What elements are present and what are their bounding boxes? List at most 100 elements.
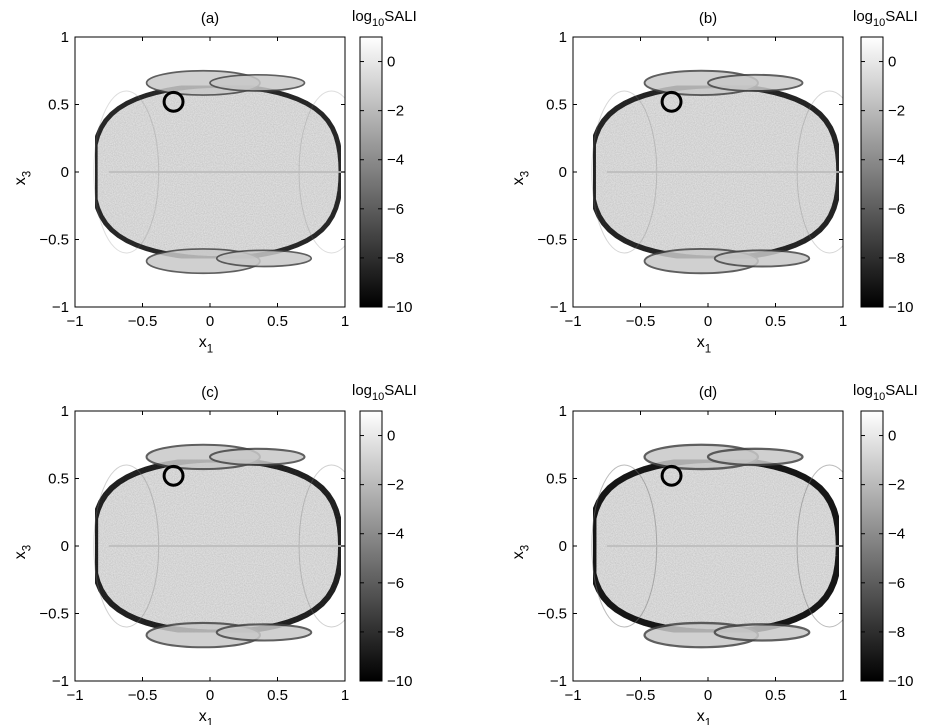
y-axis-label: x3 (510, 171, 532, 185)
x-tick-label: −1 (564, 687, 581, 704)
colorbar-tick-label: −6 (888, 575, 905, 592)
x-tick-label: 0.5 (267, 313, 288, 330)
y-tick-label: −0.5 (39, 232, 69, 249)
island-1 (707, 73, 804, 92)
y-tick-label: 0.5 (546, 471, 567, 488)
x-tick-label: −0.5 (128, 313, 158, 330)
colorbar-tick-label: 0 (387, 428, 395, 445)
y-axis-label: x3 (12, 171, 34, 185)
plot-area (590, 443, 843, 649)
x-tick-label: −1 (66, 313, 83, 330)
panel-title: (a) (201, 10, 219, 27)
island-1 (706, 447, 804, 467)
y-tick-label: −0.5 (537, 232, 567, 249)
y-axis-label: x3 (12, 545, 34, 559)
colorbar-tick-label: −4 (387, 152, 404, 169)
colorbar-tick-label: 0 (888, 54, 896, 71)
x-tick-label: −0.5 (626, 313, 656, 330)
panel-title: (c) (201, 384, 219, 401)
y-tick-label: −1 (52, 299, 69, 316)
x-tick-label: 0 (704, 687, 712, 704)
x-axis-label: x1 (199, 334, 213, 356)
colorbar-label: log10SALI (853, 382, 918, 403)
highlight-circle (660, 464, 683, 487)
panel-c: −1 −0.5 0 0.5 1 −1 −0.5 0 0.5 1 (c) x1 x3 0 −2 −4 −6 −8 −1… (12, 382, 417, 725)
colorbar-tick-label: −2 (387, 477, 404, 494)
colorbar-tick-label: −2 (387, 103, 404, 120)
x-tick-label: −0.5 (128, 687, 158, 704)
y-tick-label: 1 (61, 29, 69, 46)
x-tick-label: 0.5 (267, 687, 288, 704)
colorbar-tick-label: −10 (387, 299, 412, 316)
colorbar-label: log10SALI (352, 8, 417, 29)
x-tick-label: 1 (839, 313, 847, 330)
y-tick-label: 1 (559, 403, 567, 420)
x-tick-label: −1 (564, 313, 581, 330)
y-tick-label: −1 (550, 299, 567, 316)
colorbar-tick-label: −6 (387, 575, 404, 592)
x-axis-label: x1 (199, 708, 213, 725)
x-tick-label: 0 (206, 313, 214, 330)
colorbar (860, 36, 884, 308)
colorbar-tick-label: −2 (888, 477, 905, 494)
island-1 (208, 447, 306, 467)
x-tick-label: −0.5 (626, 687, 656, 704)
x-tick-label: 0.5 (765, 687, 786, 704)
colorbar-tick-label: −8 (888, 624, 905, 641)
island-3 (215, 623, 313, 642)
y-tick-label: 0.5 (48, 97, 69, 114)
colorbar-tick-label: 0 (888, 428, 896, 445)
y-tick-label: −0.5 (537, 606, 567, 623)
x-tick-label: 1 (839, 687, 847, 704)
plot-area (590, 69, 843, 275)
highlight-circle (162, 464, 185, 487)
island-3 (713, 623, 811, 642)
y-tick-label: 0.5 (48, 471, 69, 488)
y-tick-label: 0 (61, 164, 69, 181)
x-tick-label: 0 (704, 313, 712, 330)
panel-title: (b) (699, 10, 717, 27)
colorbar-tick-label: −6 (387, 201, 404, 218)
plot-area (92, 69, 345, 275)
y-axis-label: x3 (510, 545, 532, 559)
y-tick-label: 0.5 (546, 97, 567, 114)
colorbar (359, 410, 383, 682)
highlight-circle (162, 90, 185, 113)
y-tick-label: 1 (559, 29, 567, 46)
panel-d: −1 −0.5 0 0.5 1 −1 −0.5 0 0.5 1 (d) x1 x3 0 −2 −4 −6 −8 −1… (510, 382, 918, 725)
colorbar-label: log10SALI (352, 382, 417, 403)
x-tick-label: 1 (341, 687, 349, 704)
colorbar-tick-label: −4 (888, 526, 905, 543)
colorbar-tick-label: −10 (888, 673, 913, 690)
colorbar-label: log10SALI (853, 8, 918, 29)
colorbar (359, 36, 383, 308)
plot-area (92, 443, 345, 649)
colorbar-tick-label: −8 (888, 250, 905, 267)
x-tick-label: 0.5 (765, 313, 786, 330)
colorbar-tick-label: −10 (387, 673, 412, 690)
panel-a: −1 −0.5 0 0.5 1 −1 −0.5 0 0.5 1 (a) x1 x3 0 −2 −4 −6 −8 −1… (12, 8, 417, 356)
colorbar-tick-label: −2 (888, 103, 905, 120)
island-3 (215, 249, 313, 268)
colorbar-tick-label: −6 (888, 201, 905, 218)
y-tick-label: 0 (559, 164, 567, 181)
panel-title: (d) (699, 384, 717, 401)
x-tick-label: 0 (206, 687, 214, 704)
x-tick-label: 1 (341, 313, 349, 330)
y-tick-label: 1 (61, 403, 69, 420)
y-tick-label: 0 (61, 538, 69, 555)
colorbar-tick-label: −4 (888, 152, 905, 169)
x-axis-label: x1 (697, 334, 711, 356)
x-tick-label: −1 (66, 687, 83, 704)
y-tick-label: −0.5 (39, 606, 69, 623)
island-3 (713, 249, 811, 268)
y-tick-label: 0 (559, 538, 567, 555)
colorbar (860, 410, 884, 682)
y-tick-label: −1 (550, 673, 567, 690)
colorbar-tick-label: 0 (387, 54, 395, 71)
colorbar-tick-label: −8 (387, 250, 404, 267)
y-tick-label: −1 (52, 673, 69, 690)
panel-b: −1 −0.5 0 0.5 1 −1 −0.5 0 0.5 1 (b) x1 x3 0 −2 −4 −6 −8 −1… (510, 8, 918, 356)
highlight-circle (660, 90, 683, 113)
